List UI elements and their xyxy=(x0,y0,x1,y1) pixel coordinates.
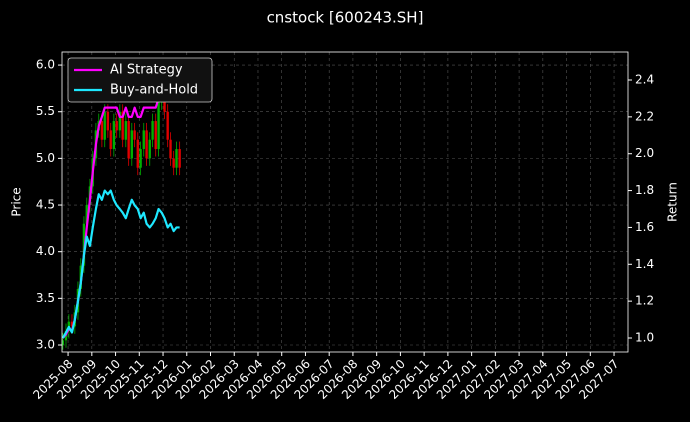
candle-body xyxy=(136,139,139,168)
y2-tick-label: 2.2 xyxy=(635,109,654,123)
candle-body xyxy=(109,130,112,150)
y2-tick-label: 1.6 xyxy=(635,220,654,234)
candle-body xyxy=(169,139,172,159)
legend-box xyxy=(67,57,213,103)
candle-body xyxy=(166,111,169,140)
candle-body xyxy=(118,111,122,131)
y-tick-label: 6.0 xyxy=(36,58,55,72)
candle-body xyxy=(148,139,151,159)
y-tick-label: 4.5 xyxy=(36,198,55,212)
candle-body xyxy=(61,340,65,346)
candle-body xyxy=(157,102,160,150)
y2-tick-label: 1.2 xyxy=(635,294,654,308)
candle-body xyxy=(85,205,88,224)
candle-body xyxy=(121,111,124,140)
y-tick-label: 3.0 xyxy=(36,338,55,352)
y2-axis-label: Return xyxy=(666,182,680,222)
candle-body xyxy=(151,121,154,140)
candle-body xyxy=(112,121,116,150)
y2-tick-label: 2.0 xyxy=(635,146,654,160)
candle-body xyxy=(100,121,104,140)
legend-label: AI Strategy xyxy=(110,63,183,78)
y-axis-label: Price xyxy=(10,187,24,216)
candle-body xyxy=(175,149,178,168)
candle-body xyxy=(103,111,106,140)
y-tick-label: 3.5 xyxy=(36,291,55,305)
candle-body xyxy=(145,130,148,159)
candle-body xyxy=(178,149,181,168)
legend-label: Buy-and-Hold xyxy=(110,83,198,98)
y2-tick-label: 1.0 xyxy=(635,330,654,344)
candle-body xyxy=(139,149,142,168)
y2-tick-label: 1.4 xyxy=(635,257,654,271)
y-tick-label: 5.5 xyxy=(36,104,55,118)
candle-body xyxy=(130,130,133,159)
candle-body xyxy=(172,158,175,168)
return-line xyxy=(61,189,180,339)
y2-tick-label: 2.4 xyxy=(635,73,654,87)
y-tick-label: 4.0 xyxy=(36,244,55,258)
candle-body xyxy=(154,121,157,150)
candle-body xyxy=(133,130,136,140)
candle-body xyxy=(106,111,110,131)
candle-body xyxy=(115,121,118,131)
candle-body xyxy=(124,121,128,140)
candle-body xyxy=(142,130,145,150)
plot-frame xyxy=(61,51,629,353)
chart-title: cnstock [600243.SH] xyxy=(267,9,424,27)
y2-tick-label: 1.8 xyxy=(635,183,654,197)
return-line xyxy=(62,69,180,339)
candle-body xyxy=(127,121,130,159)
candle-body xyxy=(70,321,74,327)
y-tick-label: 5.0 xyxy=(36,151,55,165)
